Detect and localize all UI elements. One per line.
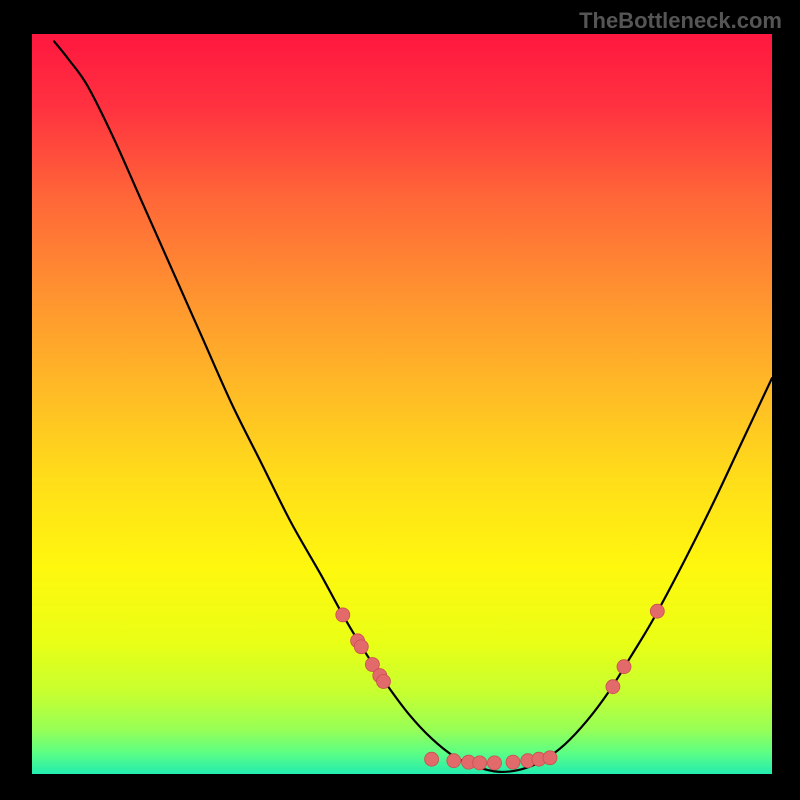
chart-container: TheBottleneck.com xyxy=(0,0,800,800)
watermark-text: TheBottleneck.com xyxy=(579,8,782,34)
gradient-background xyxy=(32,34,772,774)
plot-area xyxy=(32,34,772,774)
